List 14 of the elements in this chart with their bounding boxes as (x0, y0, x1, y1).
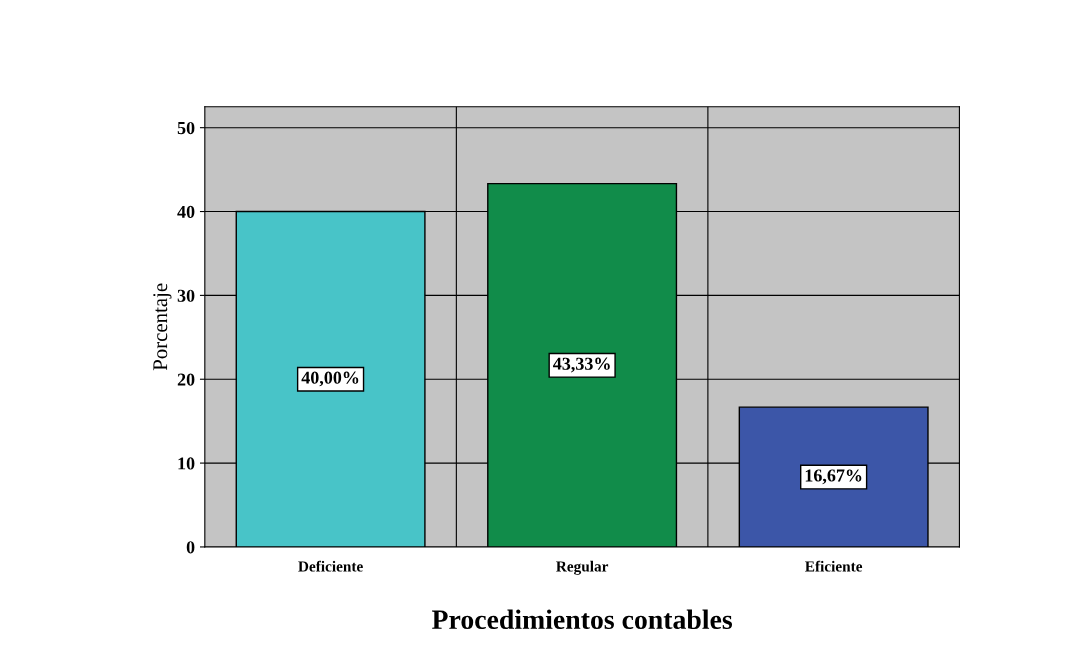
y-tick-label: 20 (177, 373, 195, 386)
y-tick-label: 50 (177, 121, 195, 135)
x-tick-label: Regular (556, 560, 609, 575)
data-label: 16,67% (805, 469, 862, 485)
y-tick-label: 10 (178, 457, 195, 470)
x-tick-label: Deficiente (298, 560, 363, 572)
y-tick-label: 0 (186, 541, 195, 554)
x-tick-label: Eficiente (805, 560, 863, 572)
x-axis-title: Procedimientos contables (432, 609, 733, 630)
y-tick-label: 30 (177, 289, 195, 302)
data-label: 40,00% (301, 371, 359, 387)
y-tick-label: 40 (177, 205, 195, 218)
y-axis-title: Porcentaje (153, 283, 172, 371)
data-label: 43,33% (553, 357, 610, 373)
